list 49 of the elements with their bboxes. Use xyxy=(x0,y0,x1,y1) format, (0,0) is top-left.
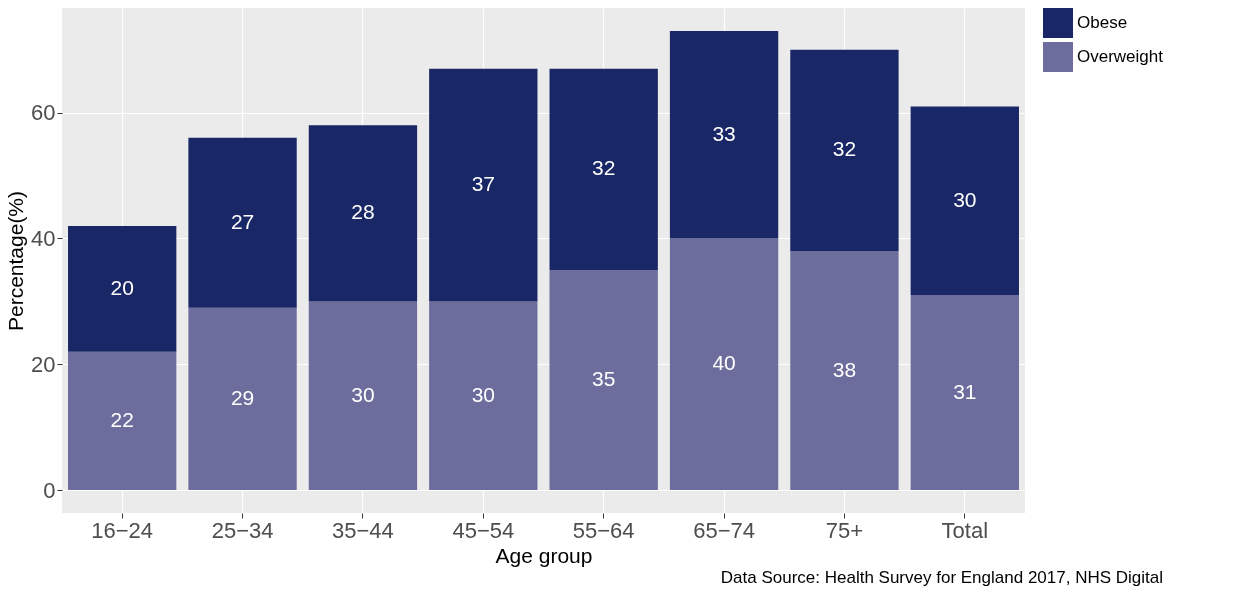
bar xyxy=(549,269,658,491)
bar xyxy=(308,125,418,302)
y-tick-label: 40 xyxy=(31,225,56,251)
bar xyxy=(910,295,1019,491)
x-tick-label: 65−74 xyxy=(693,517,755,543)
data-label: 30 xyxy=(953,187,977,211)
source-note: Data Source: Health Survey for England 2017, NHS Digital xyxy=(720,568,1163,587)
bar xyxy=(68,225,177,352)
data-label: 37 xyxy=(471,172,495,196)
data-label: 27 xyxy=(230,209,255,233)
bar xyxy=(549,68,658,270)
data-label: 30 xyxy=(471,382,495,406)
data-label: 35 xyxy=(592,366,616,390)
bar xyxy=(188,307,297,491)
data-label: 29 xyxy=(230,385,255,409)
bar xyxy=(669,30,779,239)
data-label: 40 xyxy=(712,351,736,375)
data-label: 33 xyxy=(712,121,736,145)
data-label: 38 xyxy=(832,357,857,381)
legend-label: Obese xyxy=(1077,13,1128,32)
x-axis-title: Age group xyxy=(495,543,593,567)
x-tick-label: 55−64 xyxy=(572,517,635,543)
bar xyxy=(429,68,538,302)
y-tick-label: 60 xyxy=(31,100,56,126)
bar xyxy=(429,301,538,491)
y-tick-label: 0 xyxy=(43,477,56,503)
x-tick-label: 16−24 xyxy=(91,517,154,543)
x-tick-label: 75+ xyxy=(825,517,864,543)
legend-label: Overweight xyxy=(1077,47,1164,66)
bar xyxy=(790,49,899,252)
bar xyxy=(669,238,779,491)
bar xyxy=(790,251,899,491)
data-label: 28 xyxy=(351,200,375,224)
data-label: 32 xyxy=(592,156,616,180)
x-tick-label: 35−44 xyxy=(332,517,394,543)
data-label: 22 xyxy=(110,407,134,431)
x-tick-label: 25−34 xyxy=(211,517,274,543)
bar xyxy=(910,106,1019,296)
data-label: 20 xyxy=(110,275,134,299)
bar xyxy=(308,301,418,491)
x-tick-label: 45−54 xyxy=(452,517,515,543)
bar xyxy=(68,351,177,491)
y-axis-title: Percentage(%) xyxy=(4,190,28,332)
data-label: 30 xyxy=(351,382,375,406)
y-tick-label: 20 xyxy=(31,351,56,377)
x-tick-label: Total xyxy=(941,517,989,543)
bar xyxy=(188,137,297,308)
data-label: 32 xyxy=(832,137,857,161)
data-label: 31 xyxy=(953,379,977,403)
